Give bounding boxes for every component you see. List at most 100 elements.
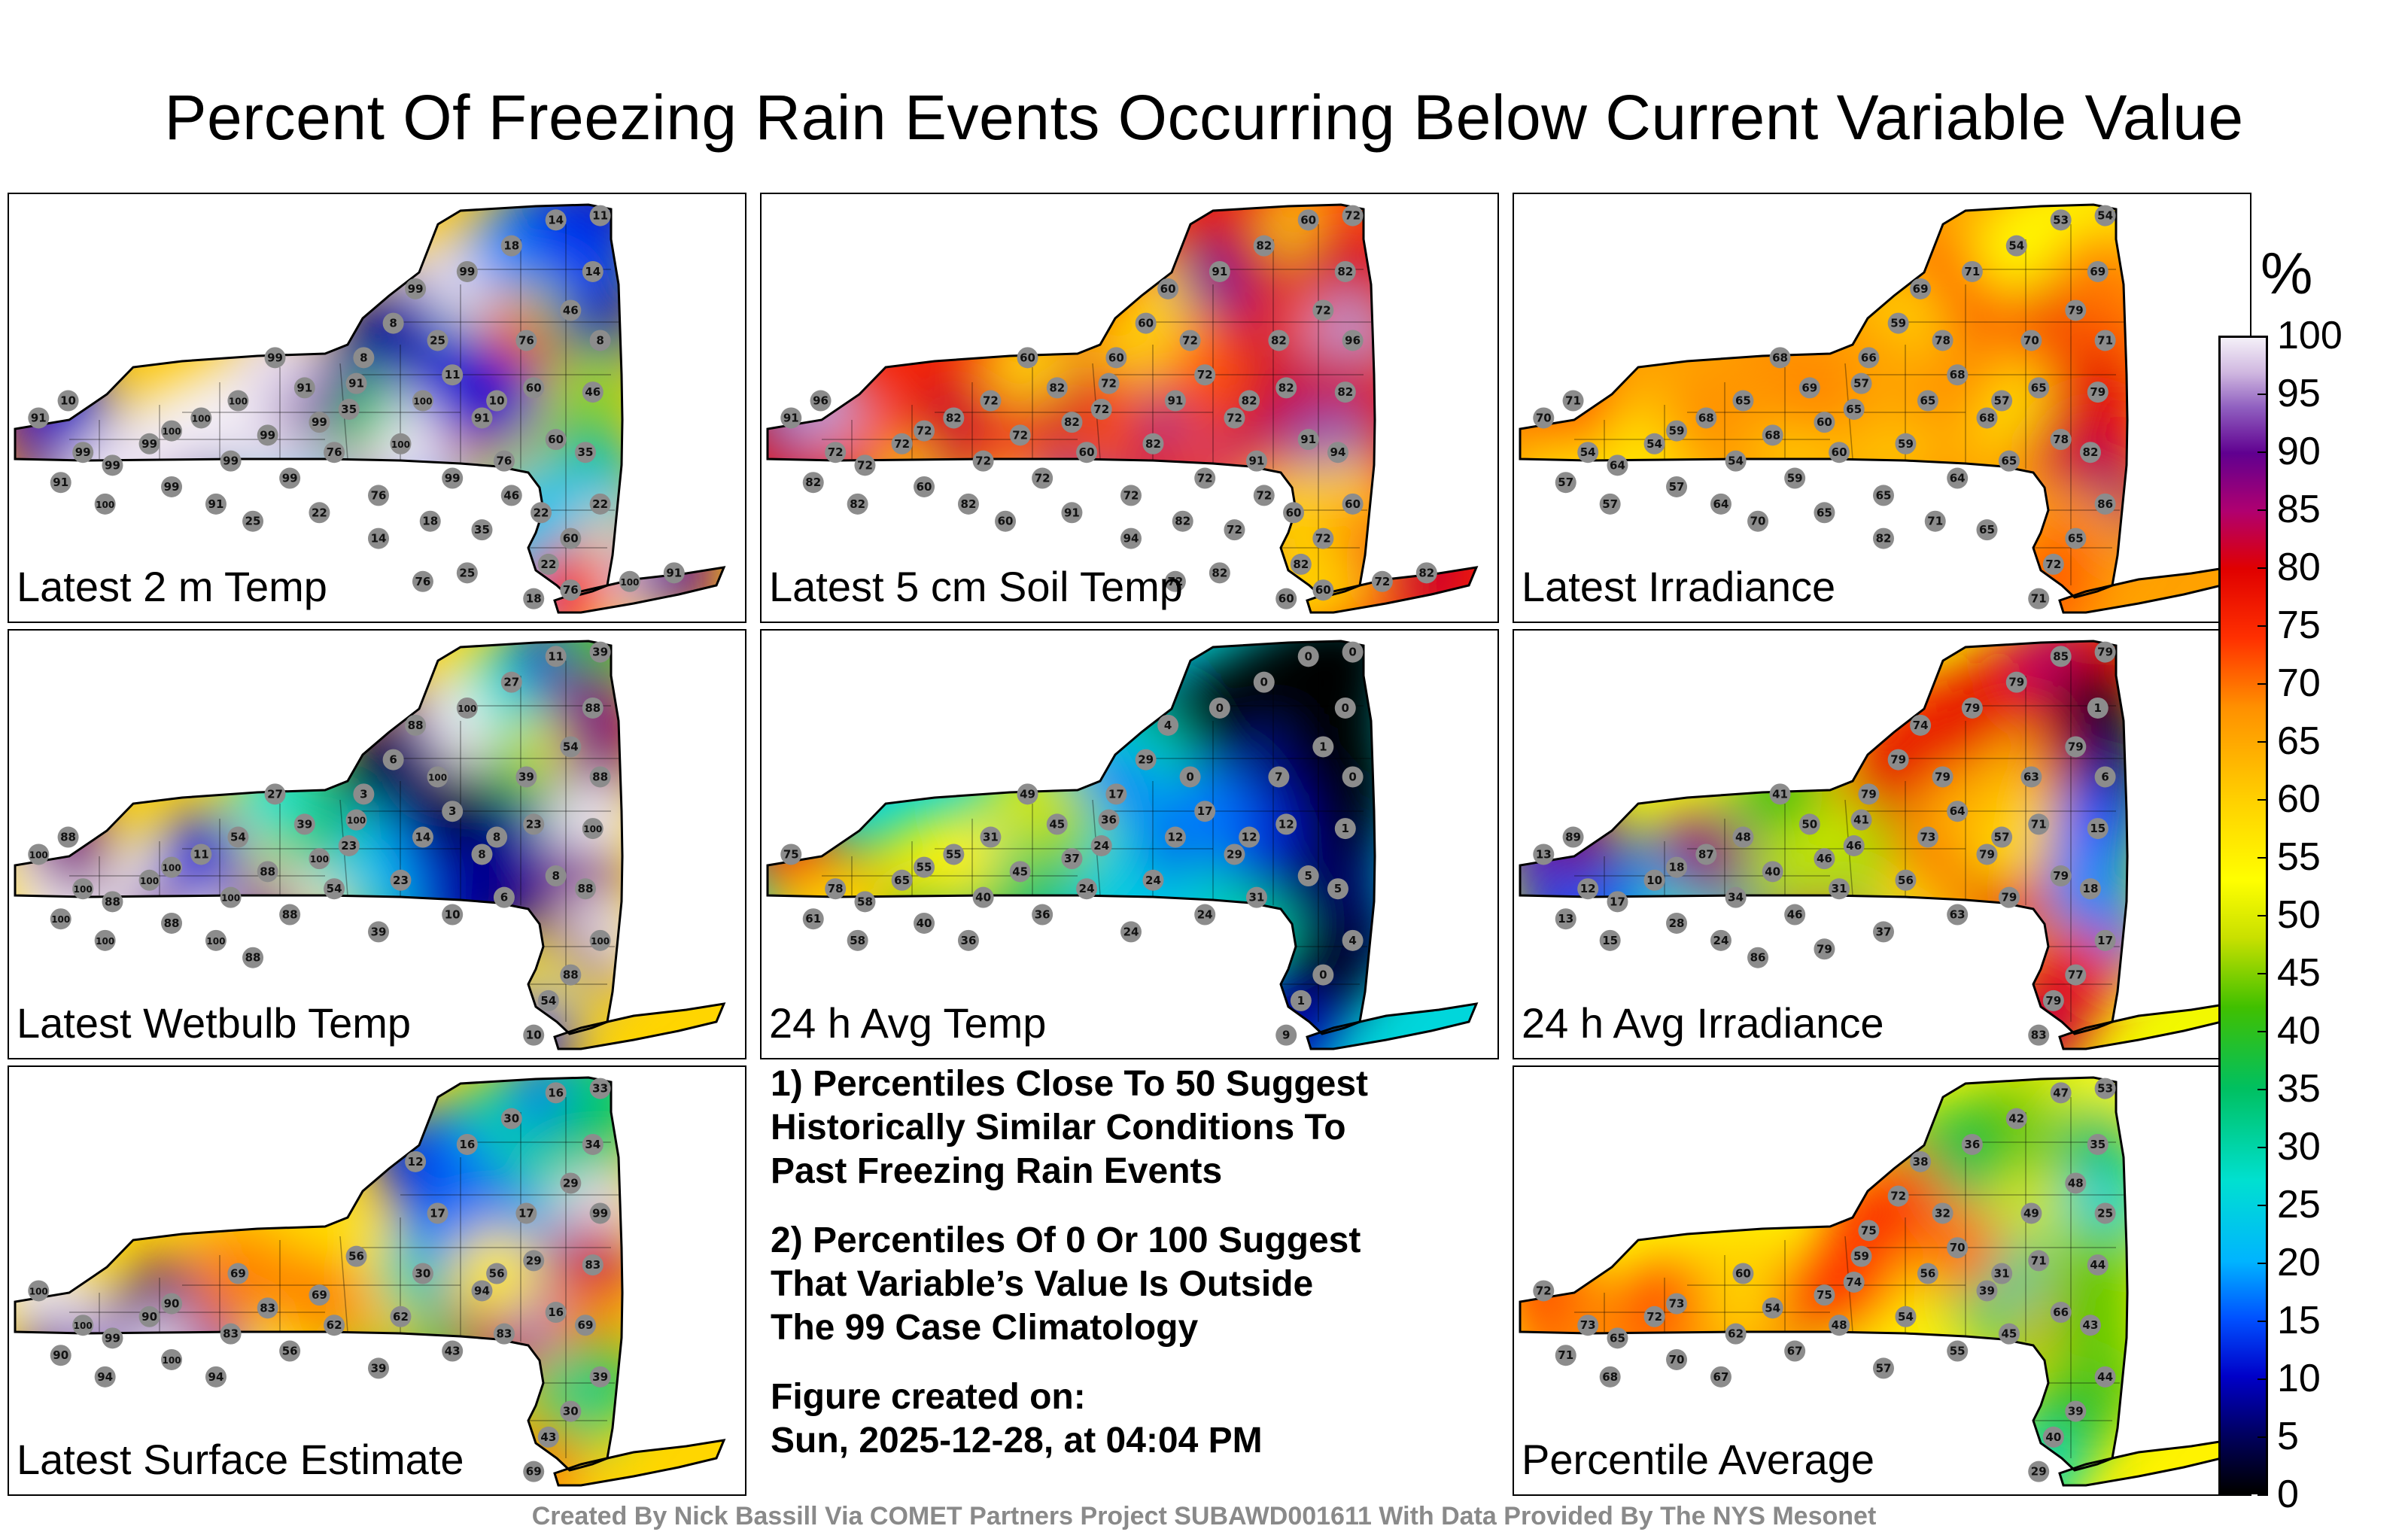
station-marker: 69 — [1910, 278, 1932, 299]
station-marker: 100 — [161, 856, 183, 878]
station-dot — [810, 390, 832, 412]
station-value: 10 — [60, 394, 76, 408]
station-dot — [500, 1108, 522, 1129]
station-marker: 100 — [582, 818, 604, 840]
station-value: 46 — [503, 488, 519, 502]
station-value: 14 — [548, 213, 564, 226]
station-marker: 71 — [1562, 390, 1584, 412]
station-value: 82 — [1256, 239, 1272, 253]
station-value: 60 — [563, 532, 579, 546]
station-value: 76 — [518, 333, 534, 347]
station-marker: 60 — [523, 377, 545, 399]
station-value: 16 — [548, 1306, 564, 1319]
station-marker: 29 — [1135, 749, 1157, 771]
station-marker: 70 — [1666, 1348, 1688, 1370]
station-marker: 72 — [825, 442, 847, 464]
station-marker: 82 — [1873, 527, 1894, 549]
station-marker: 35 — [338, 399, 360, 420]
station-marker: 27 — [264, 783, 286, 805]
station-marker: 13 — [1533, 843, 1555, 865]
station-value: 56 — [1920, 1267, 1935, 1281]
station-dot — [1046, 813, 1068, 835]
station-marker: 17 — [1105, 783, 1127, 805]
station-dot — [1253, 235, 1275, 257]
station-dot — [582, 1133, 604, 1155]
station-dot — [94, 493, 116, 515]
note-1: 1) Percentiles Close To 50 Suggest Histo… — [771, 1062, 1478, 1193]
station-value: 64 — [1950, 804, 1966, 818]
station-value: 0 — [1342, 701, 1349, 715]
station-marker: 60 — [1076, 442, 1098, 464]
station-dot — [1747, 510, 1769, 532]
map-field — [768, 641, 1476, 1049]
station-value: 17 — [2097, 934, 2113, 947]
station-value: 72 — [1890, 1190, 1906, 1203]
station-dot — [1991, 1263, 2013, 1284]
station-dot — [589, 766, 611, 788]
station-value: 3 — [360, 787, 367, 801]
station-value: 79 — [2045, 994, 2061, 1008]
station-marker: 46 — [582, 381, 604, 403]
station-dot — [1947, 364, 1969, 386]
station-dot — [914, 476, 935, 497]
station-value: 6 — [389, 753, 397, 767]
station-marker: 18 — [523, 588, 545, 609]
station-dot — [405, 1150, 427, 1172]
station-marker: 55 — [1947, 1340, 1969, 1362]
map-irradiance: 70 54 57 64 54 57 59 57 54 64 68 65 59 60 57 60 65 59 65 64… — [1519, 203, 2231, 614]
station-marker: 8 — [486, 826, 508, 848]
station-marker: 70 — [1947, 1237, 1969, 1259]
station-dot — [94, 1366, 116, 1388]
station-marker: 37 — [1061, 848, 1083, 870]
created-on: Figure created on: Sun, 2025-12-28, at 0… — [771, 1375, 1478, 1463]
station-marker: 46 — [1843, 835, 1865, 856]
station-marker: 61 — [802, 908, 824, 930]
station-value: 54 — [327, 882, 342, 895]
station-marker: 99 — [102, 454, 123, 476]
station-marker: 54 — [1577, 442, 1599, 464]
station-dot — [891, 433, 913, 454]
station-dot — [537, 989, 559, 1011]
colorbar-tick-label: 85 — [2277, 488, 2321, 531]
station-value: 79 — [2097, 646, 2113, 659]
station-value: 59 — [1787, 472, 1803, 485]
station-marker: 100 — [619, 570, 640, 592]
station-value: 14 — [585, 265, 600, 278]
station-marker: 34 — [582, 1133, 604, 1155]
station-marker: 54 — [2005, 235, 2027, 257]
station-marker: 36 — [1961, 1133, 1983, 1155]
station-value: 64 — [1610, 458, 1625, 472]
station-dot — [2042, 553, 2064, 575]
station-value: 83 — [585, 1258, 600, 1272]
station-value: 56 — [489, 1267, 505, 1281]
station-dot — [560, 1172, 582, 1194]
station-value: 99 — [105, 1331, 120, 1345]
station-marker: 82 — [1290, 553, 1312, 575]
station-value: 68 — [1979, 411, 1995, 424]
station-dot — [102, 1327, 123, 1349]
station-dot — [1098, 372, 1120, 394]
station-marker: 30 — [412, 1263, 433, 1284]
station-dot — [2020, 330, 2042, 351]
station-marker: 83 — [582, 1254, 604, 1276]
station-dot — [1562, 826, 1584, 848]
station-marker: 31 — [1245, 886, 1267, 908]
station-dot — [227, 1263, 249, 1284]
station-marker: 29 — [2028, 1461, 2050, 1482]
station-value: 83 — [223, 1327, 239, 1341]
station-dot — [486, 1263, 508, 1284]
station-marker: 1 — [1334, 818, 1356, 840]
station-marker: 69 — [227, 1263, 249, 1284]
station-value: 12 — [408, 1155, 424, 1169]
station-marker: 74 — [1843, 1272, 1865, 1293]
station-value: 72 — [1012, 428, 1028, 442]
station-dot — [1873, 485, 1894, 506]
colorbar-tick-label: 40 — [2277, 1009, 2321, 1053]
station-value: 57 — [1669, 480, 1685, 494]
station-dot — [560, 579, 582, 601]
station-value: 41 — [1772, 787, 1788, 801]
station-marker: 57 — [1666, 476, 1688, 497]
station-dot — [324, 1315, 345, 1336]
station-value: 91 — [1167, 394, 1183, 408]
station-dot — [1135, 749, 1157, 771]
